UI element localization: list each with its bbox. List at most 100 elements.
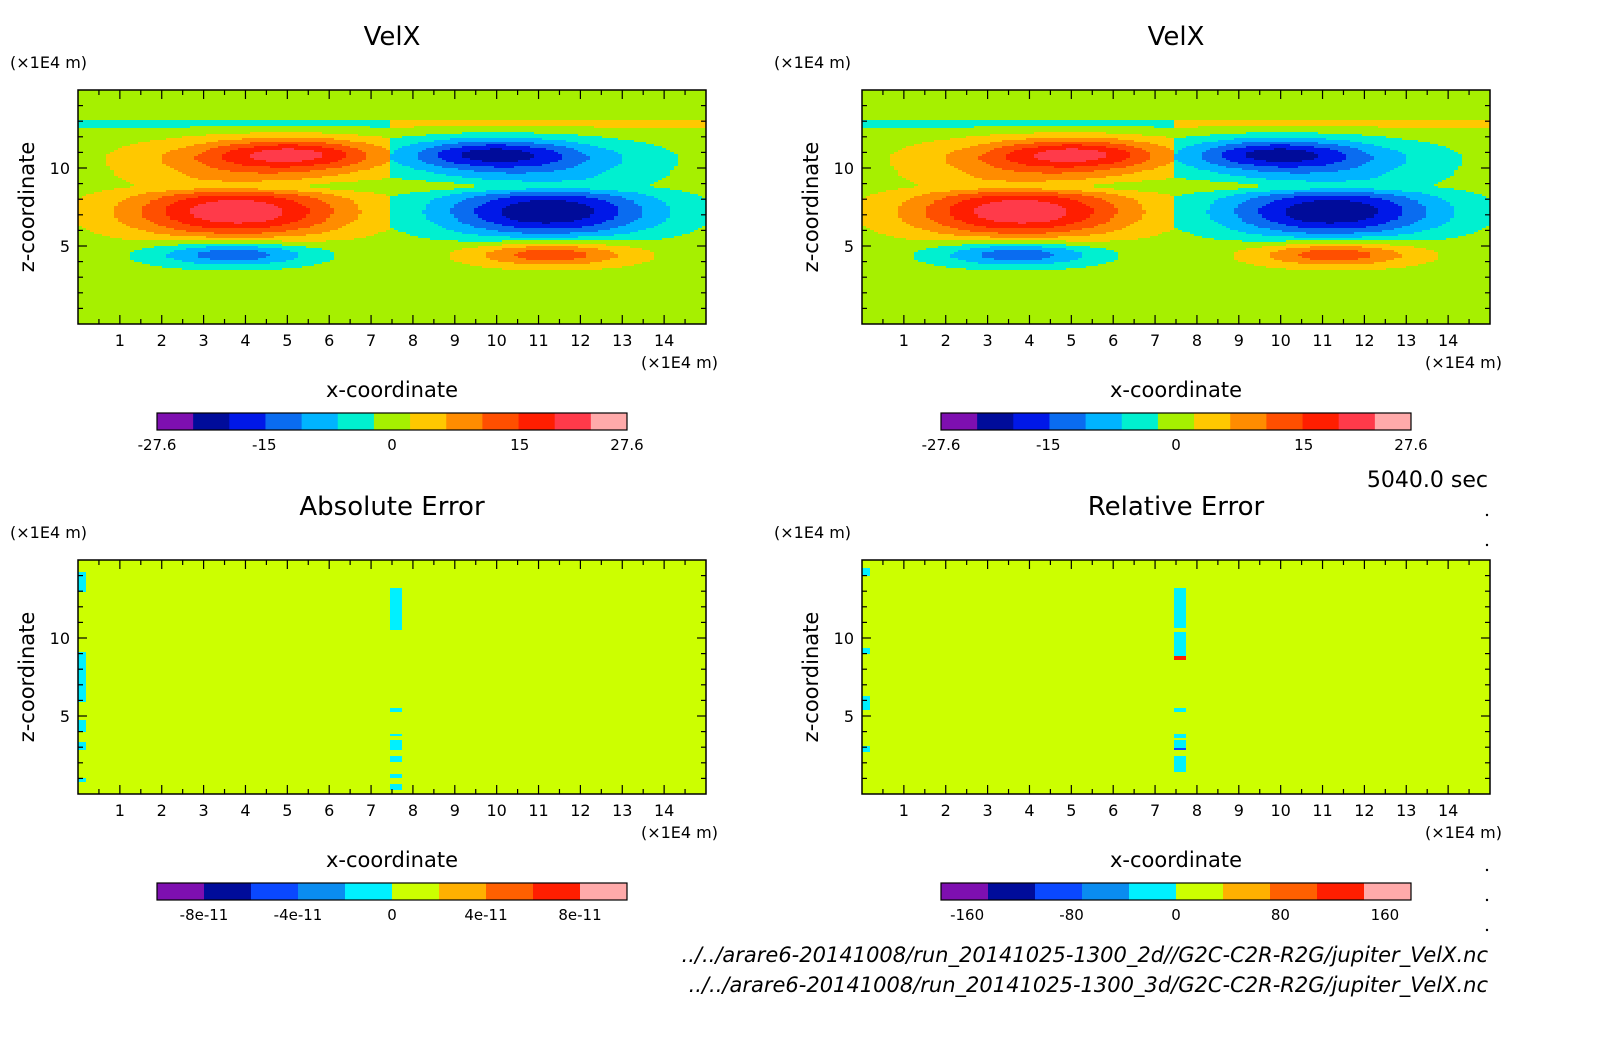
colorbar-swatch	[1338, 413, 1376, 430]
heatmap-cell	[930, 192, 979, 195]
heatmap-cell	[1406, 160, 1463, 163]
heatmap-cell	[946, 156, 979, 159]
heatmap-cell	[862, 162, 891, 165]
heatmap-cell	[502, 244, 607, 247]
heatmap-cell	[1290, 206, 1375, 209]
heatmap-cell	[622, 266, 706, 269]
heatmap-cell	[986, 218, 1059, 221]
heatmap-cell	[442, 226, 475, 229]
heatmap-cell	[914, 256, 951, 259]
heatmap-cell	[674, 168, 706, 171]
heatmap-cell	[1186, 770, 1490, 773]
heatmap-cell	[1150, 152, 1175, 155]
heatmap-cell	[478, 246, 527, 249]
heatmap-cell	[978, 214, 1067, 217]
heatmap-cell	[390, 600, 403, 603]
x-tick-label: 10	[486, 331, 506, 350]
heatmap-cell	[166, 254, 199, 257]
heatmap-cell	[1174, 588, 1187, 591]
heatmap-cell	[594, 212, 619, 215]
heatmap-cell	[898, 170, 963, 173]
heatmap-cell	[442, 196, 475, 199]
heatmap-cell	[86, 778, 706, 781]
heatmap-cell	[78, 128, 706, 131]
heatmap-cell	[390, 626, 403, 629]
heatmap-cell	[1026, 138, 1119, 141]
heatmap-cell	[910, 180, 1007, 183]
heatmap-cell	[586, 178, 663, 181]
heatmap-cell	[914, 258, 959, 261]
heatmap-cell	[1270, 254, 1299, 257]
heatmap-cell	[166, 214, 195, 217]
heatmap-cell	[1426, 206, 1455, 209]
heatmap-cell	[1246, 222, 1279, 225]
heatmap-cell	[618, 214, 643, 217]
heatmap-cell	[594, 176, 667, 179]
heatmap-cell	[862, 572, 871, 575]
heatmap-cell	[890, 156, 947, 159]
heatmap-cell	[1186, 642, 1490, 645]
heatmap-cell	[1122, 228, 1175, 231]
heatmap-cell	[78, 118, 706, 121]
heatmap-cell	[354, 200, 391, 203]
heatmap-cell	[1186, 736, 1490, 739]
heatmap-cell	[862, 756, 1175, 759]
axis-ticks	[78, 90, 706, 324]
heatmap-cell	[130, 186, 311, 189]
heatmap-cell	[78, 210, 115, 213]
heatmap-cell	[862, 206, 899, 209]
heatmap-cell	[1394, 202, 1419, 205]
heatmap-cell	[278, 216, 307, 219]
heatmap-cell	[586, 196, 623, 199]
heatmap-cell	[1382, 248, 1427, 251]
colorbar-swatch	[157, 883, 205, 900]
heatmap-cell	[502, 148, 547, 151]
heatmap-cell	[122, 222, 155, 225]
heatmap-cell	[502, 268, 603, 271]
heatmap-cell	[350, 164, 383, 167]
y-axis-label: z-coordinate	[799, 142, 823, 273]
heatmap-cell	[486, 252, 519, 255]
heatmap-cell	[114, 214, 143, 217]
heatmap-cell	[870, 650, 1175, 653]
heatmap-cell	[1062, 206, 1091, 209]
heatmap-cell	[590, 216, 615, 219]
heatmap-cell	[670, 170, 706, 173]
heatmap-cell	[126, 198, 159, 201]
heatmap-cell	[862, 566, 1490, 569]
heatmap-cell	[486, 228, 611, 231]
heatmap-cell	[862, 612, 1175, 615]
heatmap-cell	[194, 158, 223, 161]
heatmap-cell	[1186, 604, 1490, 607]
heatmap-cell	[86, 578, 706, 581]
heatmap-cell	[862, 650, 871, 653]
heatmap-cell	[242, 164, 315, 167]
heatmap-cell	[934, 200, 963, 203]
heatmap-cell	[1270, 144, 1291, 147]
heatmap-cell	[1098, 158, 1127, 161]
heatmap-cell	[1282, 230, 1383, 233]
heatmap-cell	[1350, 200, 1391, 203]
colorbar-tick-label: 27.6	[610, 436, 643, 454]
heatmap-cell	[1278, 222, 1327, 225]
heatmap-cell	[78, 666, 87, 669]
colorbar-tick-label: -27.6	[138, 436, 177, 454]
heatmap-cell	[1118, 148, 1143, 151]
heatmap-cell	[978, 158, 1007, 161]
heatmap-cell	[1082, 220, 1111, 223]
heatmap-cell	[390, 228, 395, 231]
heatmap-cell	[390, 126, 415, 129]
heatmap-cell	[862, 94, 1490, 97]
heatmap-cell	[78, 742, 87, 745]
heatmap-cell	[890, 158, 947, 161]
heatmap-cell	[1370, 154, 1407, 157]
heatmap-cell	[862, 186, 915, 189]
heatmap-cell	[1210, 134, 1363, 137]
heatmap-cell	[502, 212, 595, 215]
heatmap-cell	[78, 784, 391, 787]
heatmap-cell	[1114, 260, 1239, 263]
heatmap-cell	[190, 176, 323, 179]
heatmap-cell	[1186, 636, 1490, 639]
colorbar-tick-label: -80	[1059, 906, 1084, 924]
heatmap-cell	[1390, 170, 1455, 173]
